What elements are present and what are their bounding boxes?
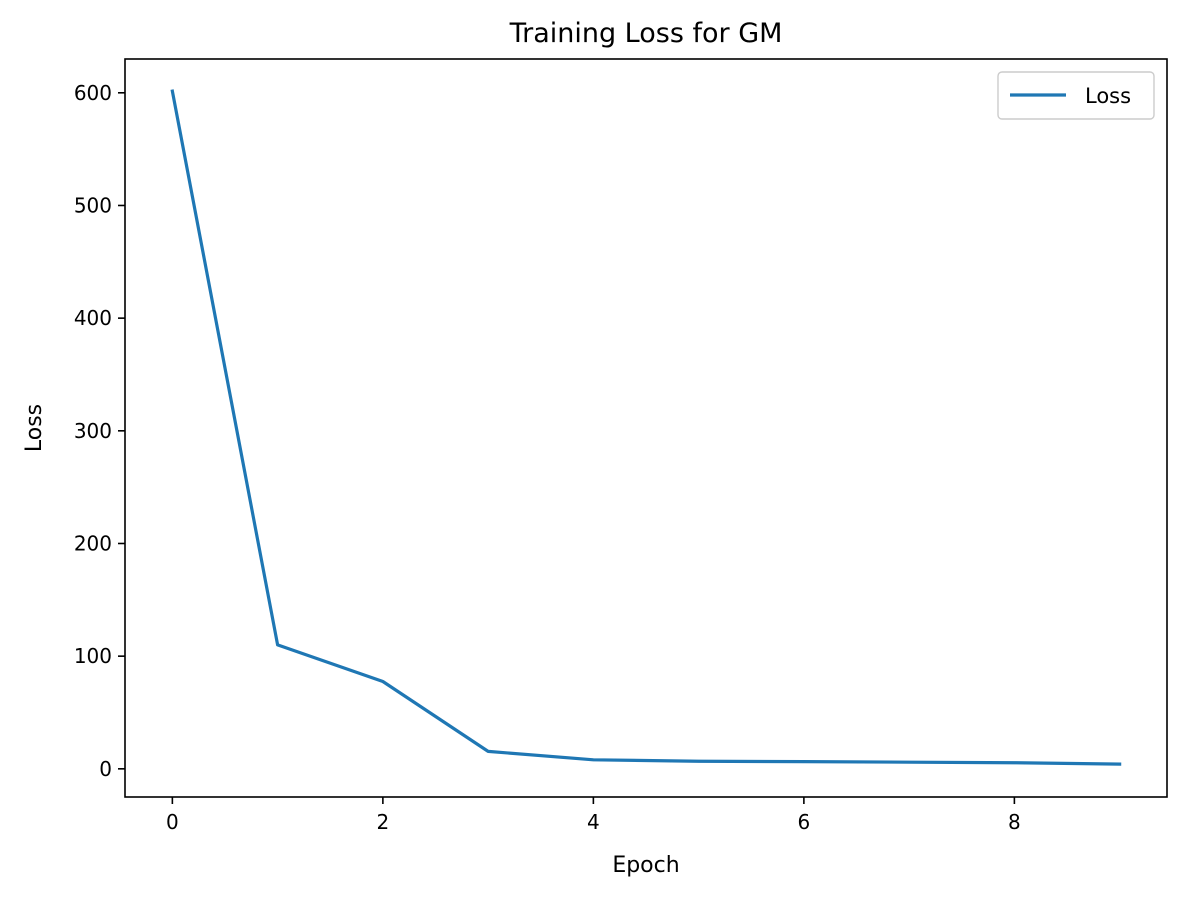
y-tick-label: 400 [74,306,112,330]
legend-label-loss: Loss [1085,84,1131,108]
legend: Loss [997,71,1155,120]
legend-box [997,71,1155,120]
y-tick-label: 300 [74,419,112,443]
axes-frame [124,58,1168,798]
plot-area: 0 2 4 6 8 0 100 200 300 400 500 600 [74,58,1168,834]
y-tick-label: 0 [99,757,112,781]
series-line-loss [170,89,1122,766]
x-tick-label: 0 [166,810,179,834]
y-tick-label: 100 [74,644,112,668]
y-tick-label: 600 [74,81,112,105]
x-axis-label: Epoch [612,853,679,878]
y-axis-label: Loss [22,404,47,452]
y-tick-label: 200 [74,531,112,555]
axes-background [125,59,1167,797]
series-layer [170,89,1122,766]
chart-title: Training Loss for GM [509,18,783,49]
x-tick-label: 2 [377,810,390,834]
x-axis-ticks: 0 2 4 6 8 [166,797,1021,834]
x-tick-label: 6 [798,810,811,834]
y-axis-ticks: 0 100 200 300 400 500 600 [74,81,125,781]
x-tick-label: 4 [587,810,600,834]
y-tick-label: 500 [74,193,112,217]
x-tick-label: 8 [1008,810,1021,834]
